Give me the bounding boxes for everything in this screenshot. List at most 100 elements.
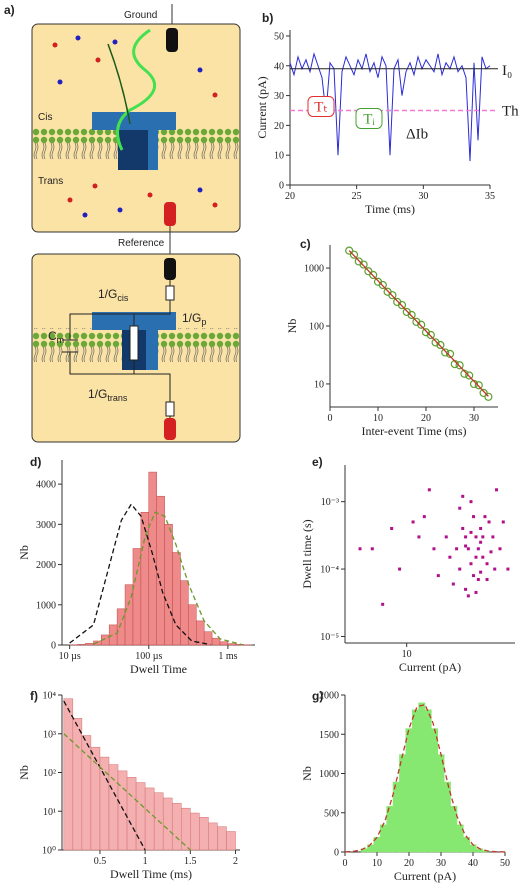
y-tick-label: 100 — [309, 322, 324, 333]
point — [441, 348, 450, 357]
bar — [399, 754, 407, 853]
point — [464, 587, 468, 591]
point — [474, 590, 478, 594]
label-sub: p — [201, 317, 206, 327]
y-tick-label: 30 — [274, 91, 284, 102]
point — [491, 535, 495, 539]
bar — [226, 831, 236, 851]
g-p-label: 1/Gp — [182, 311, 206, 327]
point — [369, 270, 378, 280]
bar — [144, 787, 155, 851]
fit-curve — [63, 700, 146, 851]
point — [476, 547, 480, 551]
annotation: I₀ — [502, 63, 512, 79]
point — [431, 338, 440, 347]
bar — [217, 826, 227, 851]
point — [427, 488, 431, 492]
point — [464, 535, 468, 539]
x-tick-label: 20 — [285, 191, 295, 202]
bar — [411, 709, 419, 853]
resistor — [129, 325, 139, 361]
y-tick-label: 3000 — [36, 520, 56, 531]
fit-curve — [63, 733, 191, 851]
bar — [424, 709, 432, 853]
x-tick-label: 1 — [143, 856, 148, 867]
y-tick-label: 10⁻³ — [321, 497, 339, 508]
bar — [219, 641, 229, 646]
point — [485, 578, 489, 582]
point — [445, 349, 455, 358]
y-tick-label: 20 — [274, 121, 284, 132]
point — [411, 520, 415, 524]
point — [378, 280, 387, 290]
point — [469, 530, 473, 534]
y-tick-label: 10⁰ — [42, 846, 56, 857]
x-tick-label: 0 — [328, 413, 333, 424]
point — [436, 574, 440, 578]
y-axis-label: Nb — [285, 319, 299, 334]
bar — [418, 702, 426, 853]
annotation: Tₜ — [314, 99, 328, 115]
annotation: Th — [502, 103, 519, 119]
point — [444, 535, 448, 539]
label-main: C — [48, 329, 57, 343]
x-tick-label: 1 ms — [218, 651, 237, 662]
point — [474, 535, 478, 539]
fit-curve — [348, 250, 489, 397]
x-tick-label: 0.5 — [94, 856, 107, 867]
bar — [135, 782, 146, 851]
x-tick-label: 20 — [421, 413, 431, 424]
bar — [116, 608, 126, 646]
y-axis-label: Nb — [17, 765, 31, 780]
point — [461, 526, 465, 530]
annotation: ΔIb — [406, 126, 428, 142]
point — [466, 547, 470, 551]
y-tick-label: 1000 — [319, 769, 339, 780]
point — [432, 547, 436, 551]
y-tick-label: 4000 — [36, 480, 56, 491]
bar — [108, 764, 119, 851]
y-tick-label: 2000 — [319, 691, 339, 702]
point — [495, 488, 499, 492]
bar — [81, 735, 92, 851]
point — [455, 547, 459, 551]
point — [485, 562, 489, 566]
x-tick-label: 20 — [404, 858, 414, 869]
bar — [386, 806, 394, 853]
y-tick-label: 10⁴ — [43, 691, 57, 702]
bar — [63, 698, 74, 851]
y-tick-label: 2000 — [36, 560, 56, 571]
point — [469, 500, 473, 504]
x-axis-label: Current (pA) — [394, 869, 456, 883]
bar — [208, 822, 218, 851]
y-tick-label: 10 — [274, 151, 284, 162]
y-axis-label: Current (pA) — [255, 76, 269, 138]
annotation-box — [307, 95, 335, 117]
bar — [190, 812, 200, 851]
y-tick-label: 10³ — [43, 729, 56, 740]
x-tick-label: 10 µs — [59, 651, 81, 662]
resistor — [165, 285, 175, 301]
label-sub: trans — [107, 393, 128, 403]
bar — [211, 637, 221, 646]
point — [358, 547, 362, 551]
point — [451, 582, 455, 586]
y-axis-label: Nb — [17, 545, 31, 560]
bar — [405, 728, 413, 853]
ground-electrode — [166, 28, 178, 52]
electrode — [164, 418, 176, 440]
point — [466, 594, 470, 598]
bar — [85, 643, 94, 646]
x-tick-label: 30 — [418, 191, 428, 202]
label-main: 1/G — [98, 287, 117, 301]
cis-label: Cis — [38, 112, 52, 123]
point — [476, 578, 480, 582]
panel-label: f) — [30, 689, 38, 703]
x-tick-label: 50 — [500, 858, 510, 869]
bar — [148, 471, 157, 646]
x-tick-label: 0 — [343, 858, 348, 869]
y-tick-label: 10 — [314, 379, 324, 390]
point — [493, 567, 497, 571]
y-axis-label: Dwell time (s) — [300, 519, 314, 588]
x-axis-label: Inter-event Time (ms) — [361, 424, 466, 438]
